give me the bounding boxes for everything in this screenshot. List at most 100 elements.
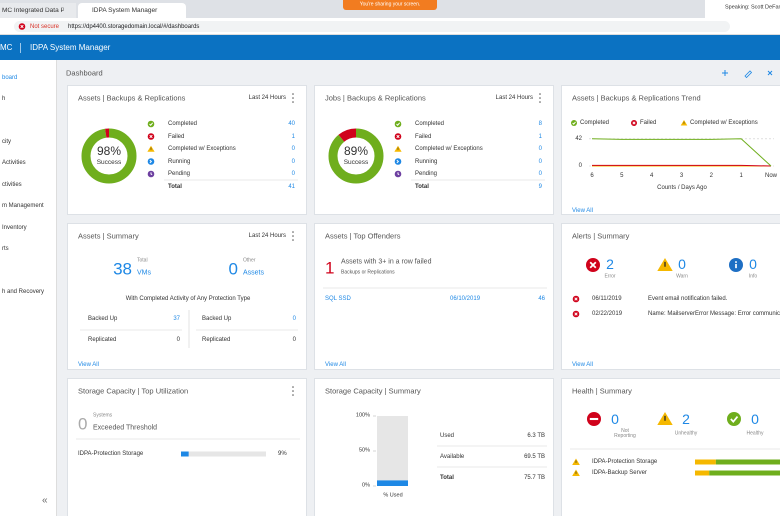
panel-title: Storage Capacity | Top Utilization	[78, 386, 189, 396]
row-value: 69.5 TB	[524, 454, 545, 460]
row-label: Replicated	[202, 337, 231, 343]
count: 0	[678, 256, 686, 272]
nav-item[interactable]: city	[2, 139, 11, 145]
x-tick-label: 4	[649, 173, 654, 179]
status-label: Failed	[168, 133, 185, 140]
tab[interactable]	[0, 3, 76, 18]
row-value[interactable]: 37	[173, 316, 180, 322]
status-value[interactable]: 0	[538, 171, 542, 177]
count: 2	[606, 256, 614, 272]
alert-message[interactable]: Name: MailserverError Message: Error com…	[648, 311, 780, 317]
offender-count: 1	[325, 258, 335, 278]
nav-item[interactable]: h and Recovery	[2, 289, 45, 295]
graphics	[292, 231, 294, 241]
panel-title: Storage Capacity | Summary	[325, 386, 421, 396]
menu-dot	[292, 239, 294, 241]
count: 2	[682, 411, 690, 427]
status-value[interactable]: 0	[291, 158, 295, 165]
banner-text: You're sharing your screen.	[359, 1, 421, 8]
add-icon	[722, 70, 728, 76]
total-value[interactable]: 9	[538, 184, 542, 190]
status-value[interactable]: 0	[291, 171, 295, 177]
nav-item[interactable]: h	[2, 96, 6, 102]
panel: Storage Capacity | Top Utilization 0 Syste…	[67, 378, 307, 516]
status-value[interactable]: 0	[538, 158, 542, 165]
status-value[interactable]: 8	[538, 121, 542, 127]
alert-date: 06/11/2019	[592, 296, 622, 302]
menu-dot	[292, 93, 294, 95]
view-all[interactable]: View All	[78, 362, 99, 368]
graphics	[292, 93, 294, 103]
tab-title[interactable]: MC Integrated Data Protec	[2, 7, 64, 14]
cross	[632, 121, 636, 125]
status-value[interactable]: 1	[538, 133, 542, 140]
menu-dot	[292, 101, 294, 103]
nav-item[interactable]: m Management	[2, 203, 44, 209]
warn-mark	[575, 460, 577, 463]
graphics	[80, 310, 298, 348]
menu-dot	[292, 235, 294, 237]
asset-name[interactable]: SQL SSD	[325, 296, 351, 302]
sidebar	[0, 60, 57, 516]
row-value[interactable]: 0	[292, 316, 296, 322]
nav-item[interactable]: Activities	[2, 160, 26, 166]
cross	[589, 261, 597, 269]
url[interactable]: https://dp4400.storagedomain.local/#/das…	[68, 24, 200, 30]
view-all[interactable]: View All	[572, 362, 593, 368]
alert-message[interactable]: Event email notification failed.	[648, 296, 728, 302]
tab-active[interactable]	[78, 3, 186, 18]
status-label: Running	[168, 158, 191, 165]
asset-date: 06/10/2019	[450, 296, 481, 302]
series-line	[592, 164, 772, 167]
row-value[interactable]: 0	[292, 337, 296, 343]
divider	[20, 43, 21, 53]
status-value[interactable]: 1	[291, 133, 295, 140]
row-label: Used	[440, 433, 455, 439]
check	[572, 121, 576, 125]
status-value[interactable]: 0	[291, 146, 295, 152]
panel: Assets | Top Offenders 1 Assets with 3+ in…	[314, 223, 554, 370]
panel: Jobs | Backups & Replications Last 24 Hou…	[314, 85, 554, 215]
check	[149, 122, 154, 127]
nav-item[interactable]: ctivities	[2, 182, 22, 188]
graphics	[722, 70, 773, 79]
warn-mark	[683, 121, 685, 124]
y-tick-label: 50%	[358, 447, 370, 454]
view-all[interactable]: View All	[572, 208, 593, 214]
used-bar	[377, 480, 408, 486]
cross	[574, 297, 578, 301]
check	[396, 122, 401, 127]
panel: Assets | Backups & Replications Last 24 H…	[67, 85, 307, 215]
system-name[interactable]: IDPA-Backup Server	[592, 470, 647, 476]
menu-dot	[539, 97, 541, 99]
x-tick-label: 2	[709, 173, 713, 179]
nav-item[interactable]: rts	[2, 246, 9, 252]
panel: Assets | Summary Last 24 Hours 38 Total VMs 0…	[67, 223, 307, 370]
row-label: Replicated	[88, 337, 117, 343]
system-name[interactable]: IDPA-Protection Storage	[592, 459, 658, 465]
nav-item[interactable]: board	[2, 75, 18, 81]
menu-dot	[539, 101, 541, 103]
panel: Assets | Backups & Replications Trend Com…	[561, 85, 780, 215]
graphics	[292, 386, 294, 396]
health-segment	[695, 459, 716, 465]
success-percent: 89%	[343, 144, 369, 158]
asset-count: 46	[538, 296, 545, 302]
status-value[interactable]: 40	[288, 121, 295, 127]
row-value[interactable]: 0	[176, 337, 180, 343]
nav-item[interactable]: Inventory	[2, 225, 27, 231]
collapse[interactable]: «	[42, 495, 48, 506]
x-tick-label: 5	[620, 173, 624, 179]
donut-segment	[81, 128, 137, 184]
status-value[interactable]: 0	[538, 146, 542, 152]
view-all[interactable]: View All	[325, 362, 346, 368]
panel-title: Assets | Top Offenders	[325, 231, 401, 241]
total-value[interactable]: 41	[288, 184, 295, 190]
tab-title[interactable]: IDPA System Manager	[92, 6, 158, 14]
url-field[interactable]	[14, 21, 730, 32]
legend-label: Completed w/ Exceptions	[690, 120, 758, 126]
bar-label: 9%	[278, 451, 287, 457]
warn-mark	[150, 147, 152, 150]
banner	[343, 0, 437, 10]
